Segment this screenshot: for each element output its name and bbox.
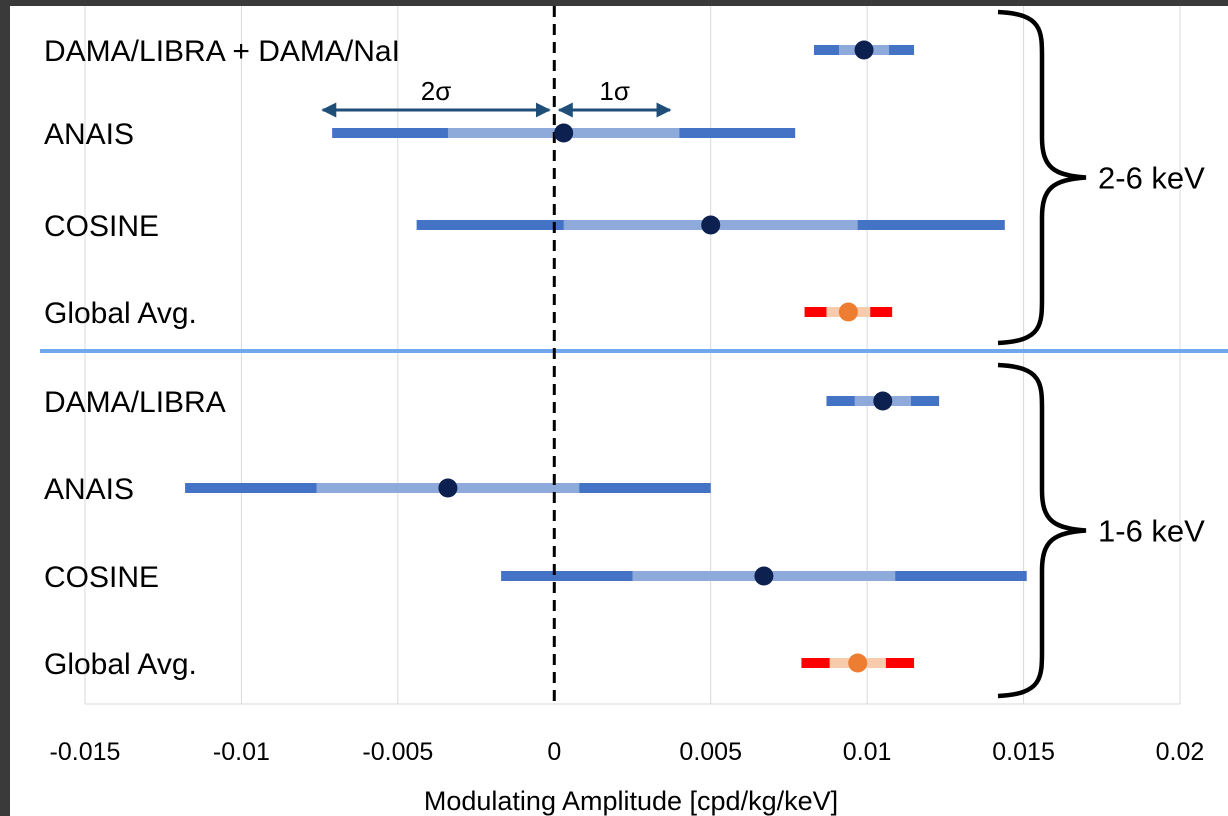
row-label: ANAIS [44,473,134,506]
sigma-label: 1σ [599,76,630,106]
data-point [554,123,574,143]
data-point [873,391,893,411]
x-axis-title: Modulating Amplitude [cpd/kg/keV] [424,786,838,816]
energy-range-label: 1-6 keV [1098,514,1205,549]
data-point [701,215,721,235]
grid-layer [84,6,1181,704]
data-point [838,302,858,322]
row-label: DAMA/LIBRA + DAMA/NaI [44,35,400,68]
data-point [854,40,874,60]
bars-layer [185,45,1027,668]
data-point [848,653,868,673]
brace-layer: 2-6 keV 1-6 keV [997,9,1205,699]
x-tick-label: 0.015 [992,738,1055,766]
x-tick-label: -0.015 [50,738,121,766]
x-tick-label: 0.02 [1156,738,1205,766]
x-tick-label: -0.01 [213,738,270,766]
axis-layer: -0.015 -0.01 -0.005 0 0.005 0.01 0.015 0.02 Modu… [50,703,1205,816]
row-label: ANAIS [44,118,134,151]
sigma-label: 2σ [421,76,452,106]
row-label: COSINE [44,210,159,243]
chart-panel: 2σ 1σ DAMA/LIBRA + DAMA/NaI ANAIS COSINE Glo… [10,6,1228,816]
x-tick-label: 0.005 [679,738,742,766]
curly-brace [997,362,1087,699]
x-tick-label: 0.01 [843,738,892,766]
x-tick-label: -0.005 [362,738,433,766]
energy-range-label: 2-6 keV [1098,161,1205,196]
errorbar-chart: 2σ 1σ DAMA/LIBRA + DAMA/NaI ANAIS COSINE Glo… [40,6,1228,816]
curly-brace [997,9,1087,346]
row-label: DAMA/LIBRA [44,386,226,419]
annotation-layer: 2σ 1σ [321,76,672,118]
row-label: Global Avg. [44,297,197,330]
row-label: Global Avg. [44,648,197,681]
label-layer: DAMA/LIBRA + DAMA/NaI ANAIS COSINE Global A… [44,35,400,681]
x-tick-label: 0 [547,738,561,766]
data-point [754,566,774,586]
points-layer [438,40,893,673]
data-point [438,478,458,498]
row-label: COSINE [44,561,159,594]
